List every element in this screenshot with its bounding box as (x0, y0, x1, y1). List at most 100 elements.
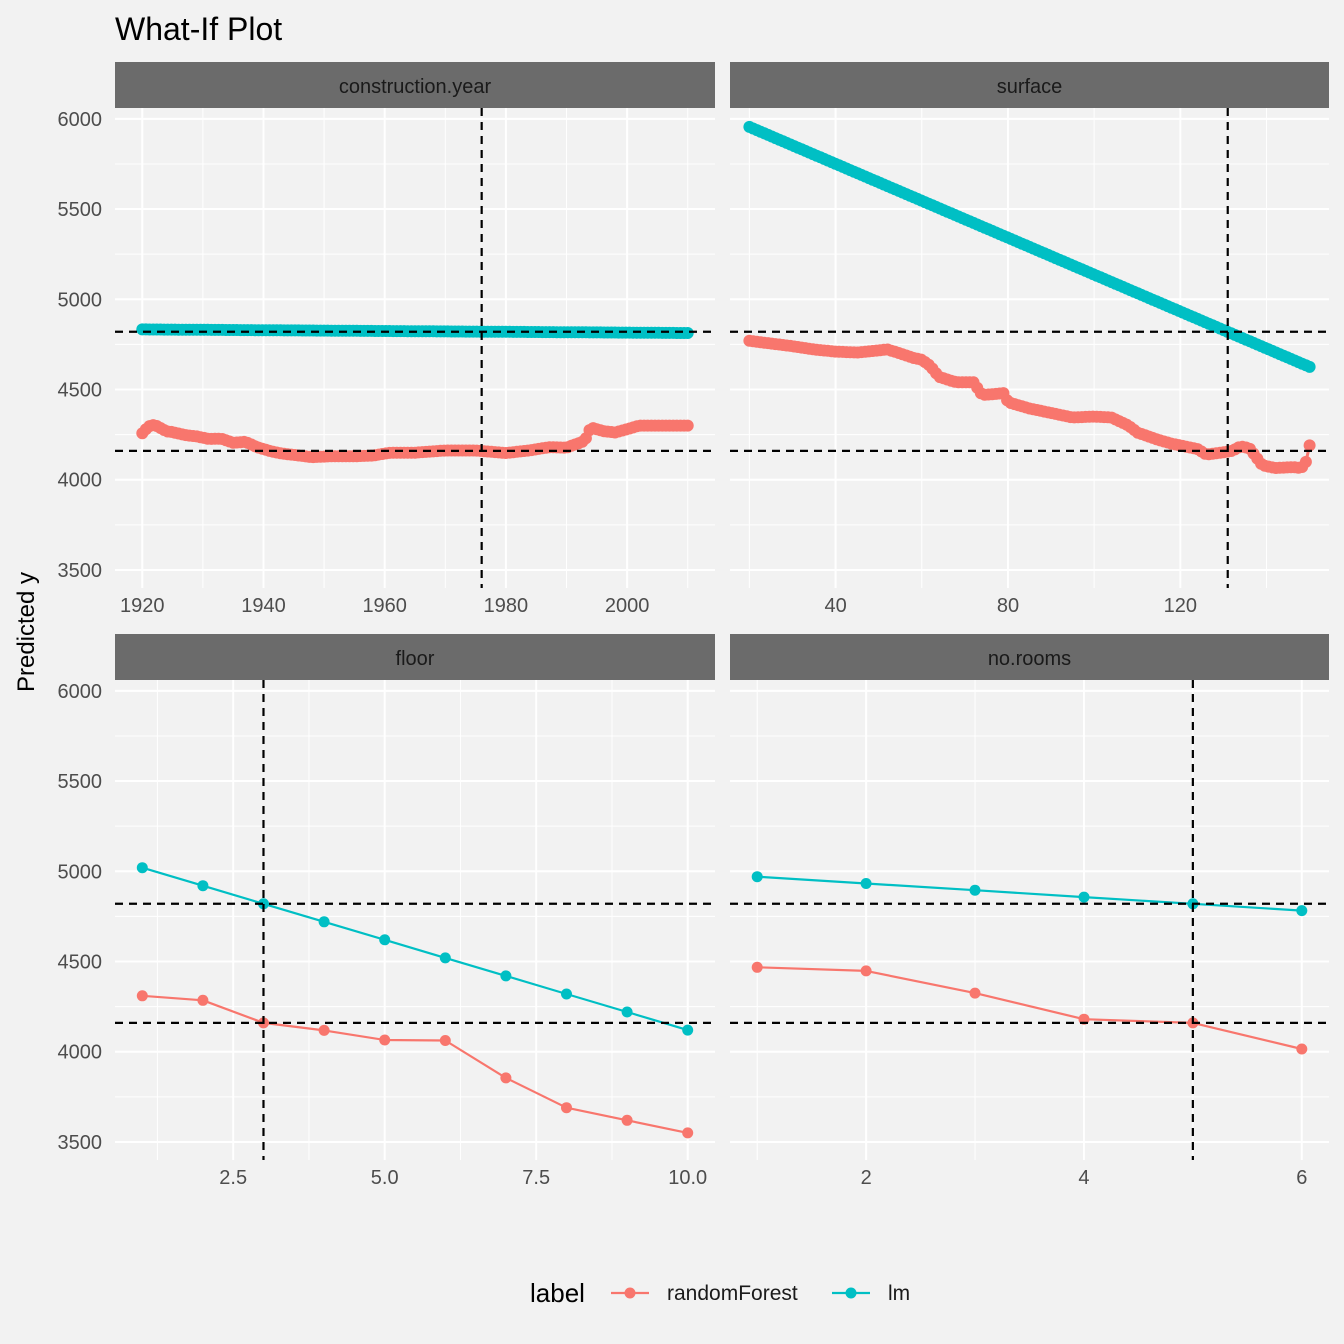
panel-grid (730, 108, 1329, 588)
x-tick-label: 120 (1164, 595, 1197, 617)
data-point-lm (969, 884, 981, 896)
series-line-randomforest (757, 966, 1303, 1051)
reference-lines (115, 680, 715, 1160)
x-tick-label: 2.5 (219, 1167, 247, 1189)
reference-lines (730, 680, 1329, 1160)
data-point-randomforest (1303, 439, 1316, 452)
data-point-randomforest (379, 1034, 391, 1046)
y-tick-label: 5500 (58, 199, 103, 221)
series-lm (136, 862, 694, 1036)
y-tick-label: 4000 (58, 1042, 103, 1064)
series-line-lm (141, 866, 689, 1032)
data-point-lm (318, 916, 330, 928)
x-tick-label: 1960 (362, 595, 407, 617)
data-point-lm (1078, 891, 1090, 903)
facet-strip-label: surface (997, 76, 1063, 98)
x-tick-label: 1940 (241, 595, 286, 617)
legend-point-lm (845, 1287, 857, 1299)
data-point-lm (136, 862, 148, 874)
data-point-randomforest (136, 990, 148, 1002)
data-point-randomforest (561, 1102, 572, 1114)
facet-strip-label: no.rooms (988, 648, 1071, 670)
data-point-randomforest (682, 1127, 694, 1139)
data-point-randomforest (860, 965, 872, 977)
legend-key-randomforest (611, 1287, 649, 1299)
x-tick-label: 1920 (120, 595, 165, 617)
y-tick-label: 4500 (58, 952, 103, 974)
data-point-randomforest (681, 419, 694, 432)
data-point-lm (682, 1024, 694, 1036)
x-tick-label: 10.0 (668, 1167, 707, 1189)
facet-strip (730, 634, 1329, 680)
series-randomforest (136, 419, 694, 464)
facet-strip (115, 62, 715, 108)
y-tick-label: 5500 (58, 771, 103, 793)
data-point-randomforest (1299, 455, 1312, 468)
data-point-randomforest (318, 1024, 330, 1036)
data-point-lm (379, 934, 391, 946)
reference-lines (115, 108, 715, 588)
data-point-randomforest (197, 994, 209, 1006)
facet-strip-label: construction.year (339, 76, 492, 98)
x-tick-label: 5.0 (371, 1167, 399, 1189)
y-axis-title: Predicted y (13, 572, 40, 692)
y-tick-label: 4000 (58, 470, 103, 492)
data-point-lm (1296, 905, 1308, 917)
data-point-lm (258, 898, 269, 910)
panel-marks (136, 862, 694, 1139)
legend: label randomForest lm (530, 1278, 910, 1308)
panel-grid (115, 680, 715, 1160)
y-tick-label: 5000 (58, 861, 103, 883)
facet-panel-no-rooms: no.rooms 2 4 6 (730, 634, 1329, 1189)
panel-grid (730, 680, 1329, 1160)
x-tick-label: 6 (1296, 1167, 1307, 1189)
data-point-randomforest (1296, 1043, 1308, 1055)
data-point-randomforest (969, 987, 981, 999)
series-lm (751, 871, 1308, 917)
data-point-lm (561, 988, 572, 1000)
data-point-lm (681, 327, 694, 339)
y-tick-label: 6000 (58, 109, 103, 131)
facet-panel-floor: floor 2.5 5.0 7.5 10.0 3500 4000 4500 5000 5500 60… (58, 634, 715, 1189)
series-randomforest (743, 334, 1316, 474)
data-point-lm (197, 880, 209, 892)
chart-title: What-If Plot (115, 11, 282, 47)
x-tick-label: 2000 (605, 595, 650, 617)
x-tick-label: 1980 (484, 595, 529, 617)
y-tick-label: 3500 (58, 560, 103, 582)
data-point-randomforest (500, 1072, 512, 1084)
legend-label-lm: lm (888, 1282, 910, 1305)
data-point-randomforest (439, 1035, 451, 1046)
y-tick-label: 6000 (58, 681, 103, 703)
data-point-lm (439, 952, 451, 964)
x-tick-label: 7.5 (522, 1167, 550, 1189)
legend-point-randomforest (624, 1287, 636, 1299)
legend-title: label (530, 1278, 585, 1308)
data-point-lm (860, 878, 872, 889)
panel-marks (743, 120, 1316, 474)
x-tick-label: 2 (861, 1167, 872, 1189)
y-tick-label: 5000 (58, 289, 103, 311)
panel-grid (115, 108, 715, 588)
facet-panels: construction.year 1920 1940 1960 1980 2000 350… (58, 62, 1329, 1189)
facet-panel-surface: surface 40 80 120 (730, 62, 1329, 617)
series-lm (743, 120, 1316, 373)
series-line-randomforest (142, 994, 688, 1134)
y-tick-label: 3500 (58, 1132, 103, 1154)
series-randomforest (136, 990, 694, 1139)
facet-panel-construction-year: construction.year 1920 1940 1960 1980 2000 350… (58, 62, 715, 617)
data-point-lm (500, 970, 512, 982)
data-point-randomforest (751, 961, 763, 973)
facet-strip-label: floor (396, 648, 435, 670)
facet-strip (730, 62, 1329, 108)
x-tick-label: 40 (824, 595, 846, 617)
legend-key-lm (832, 1287, 870, 1299)
data-point-lm (751, 871, 763, 883)
data-point-lm (1303, 360, 1316, 373)
series-line-lm (757, 875, 1302, 912)
legend-label-randomforest: randomForest (667, 1282, 798, 1305)
data-point-randomforest (621, 1114, 633, 1126)
reference-lines (730, 108, 1329, 588)
data-point-lm (621, 1006, 633, 1018)
